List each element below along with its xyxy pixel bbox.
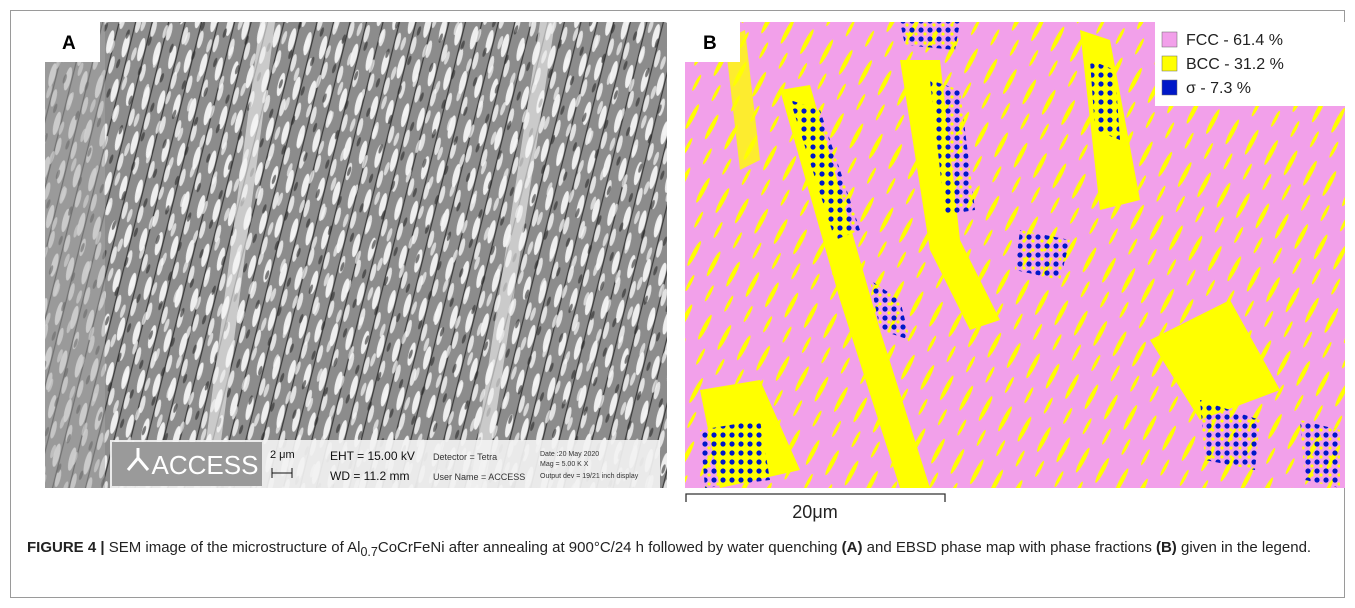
caption-text: CoCrFeNi after annealing at 900°C/24 h f…	[377, 539, 842, 556]
caption-text: given in the legend.	[1176, 539, 1312, 556]
info-wd: WD = 11.2 mm	[330, 469, 409, 483]
legend-label: BCC - 31.2 %	[1186, 56, 1284, 73]
panel-label: B	[703, 33, 717, 54]
figure: ACCESS 2 μm EHT = 15.00 kV WD = 11.2 mm …	[45, 22, 1345, 522]
legend-swatch	[1161, 79, 1178, 96]
caption-subscript: 0.7	[360, 545, 378, 559]
legend	[1155, 22, 1345, 106]
info-date: Date :20 May 2020	[540, 451, 599, 458]
caption-ref: (B)	[1155, 539, 1177, 556]
info-user: User Name = ACCESS	[433, 472, 525, 482]
legend-label: FCC - 61.4 %	[1186, 32, 1283, 49]
caption-text: and EBSD phase map with phase fractions	[862, 539, 1156, 556]
sem-image: ACCESS 2 μm EHT = 15.00 kV WD = 11.2 mm …	[45, 22, 667, 488]
ebsd-map	[685, 22, 1345, 488]
logo-text: ACCESS	[152, 450, 259, 480]
panel-label: A	[62, 33, 76, 54]
caption-label: FIGURE 4 |	[27, 539, 105, 556]
info-eht: EHT = 15.00 kV	[330, 449, 415, 463]
info-output: Output dev = 19/21 inch display	[540, 473, 639, 480]
info-mag: Mag = 5.00 K X	[540, 461, 589, 468]
scale-bar	[685, 493, 946, 502]
info-scale: 2 μm	[270, 449, 295, 461]
caption-ref: (A)	[841, 539, 863, 556]
legend-items: FCC - 61.4 % BCC - 31.2 % σ - 7.3 %	[1161, 31, 1284, 97]
label-box	[685, 22, 740, 62]
caption-text: SEM image of the microstructure of Al	[104, 539, 361, 556]
legend-swatch	[1161, 31, 1178, 48]
scale-bar-label: 20μm	[792, 502, 837, 522]
caption: FIGURE 4 | SEM image of the microstructu…	[27, 536, 1332, 564]
legend-swatch	[1161, 55, 1178, 72]
label-box	[45, 22, 100, 62]
info-detector: Detector = Tetra	[433, 452, 497, 462]
legend-label: σ - 7.3 %	[1186, 80, 1251, 97]
